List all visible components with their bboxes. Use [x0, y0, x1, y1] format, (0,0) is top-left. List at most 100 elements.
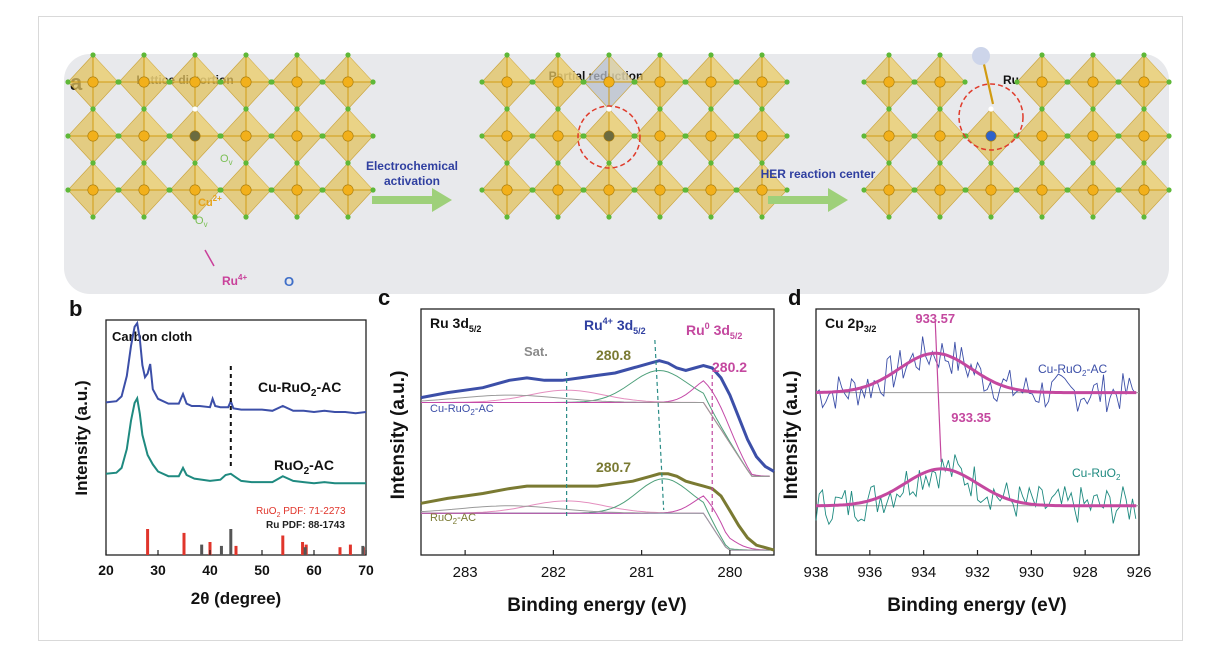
octahedron-face [1093, 55, 1118, 82]
metal-atom [342, 130, 354, 142]
octahedron-face [609, 109, 634, 136]
label-ru4-part: 3d [613, 317, 633, 333]
series-label-cu-ruo2-ac-part: Cu-RuO [258, 379, 311, 395]
label-280-7: 280.7 [596, 459, 631, 475]
xps-component [420, 505, 770, 551]
oxygen-atom [1039, 160, 1045, 166]
octahedron-face [246, 55, 271, 82]
oxygen-atom [861, 79, 867, 85]
octahedron-face [1042, 163, 1067, 190]
metal-atom [1138, 184, 1150, 196]
metal-atom [189, 130, 201, 142]
oxygen-atom [1039, 52, 1045, 58]
x-tick-label: 281 [629, 564, 654, 581]
oxygen-atom [886, 106, 892, 112]
metal-atom [883, 76, 895, 88]
metal-atom [1036, 76, 1048, 88]
oxygen-atom [581, 133, 587, 139]
oxygen-atom [65, 187, 71, 193]
oxygen-atom [581, 79, 587, 85]
oxygen-atom [606, 52, 612, 58]
oxygen-atom [167, 79, 173, 85]
ref-stick-ruo2 [338, 547, 342, 555]
oxygen-atom [606, 214, 612, 220]
oxygen-atom [555, 52, 561, 58]
octahedron-face [144, 109, 169, 136]
metal-atom [189, 184, 201, 196]
panel-d-plot: Cu 2p3/2933.57933.35Cu-RuO2-ACCu-RuO2938… [803, 311, 1151, 581]
xps-component [420, 394, 770, 477]
oxygen-atom [861, 187, 867, 193]
metal-atom [552, 76, 564, 88]
octahedron-face [93, 163, 118, 190]
oxygen-atom [167, 133, 173, 139]
ru-bond [981, 59, 995, 105]
octahedron-face [297, 55, 322, 82]
metal-atom [342, 184, 354, 196]
lattice-structure-2 [479, 52, 790, 220]
oxygen-atom [90, 52, 96, 58]
x-tick-label: 282 [541, 564, 566, 581]
oxygen-atom [320, 79, 326, 85]
octahedron-face [762, 55, 787, 82]
octahedron-face [609, 55, 634, 82]
oxygen-atom [1116, 133, 1122, 139]
oxygen-atom [734, 79, 740, 85]
metal-atom [756, 130, 768, 142]
oxygen-atom [1039, 106, 1045, 112]
octahedron-face [1042, 55, 1067, 82]
series-label-d-cu-ac-part: -AC [1086, 362, 1107, 376]
octahedron-face [711, 55, 736, 82]
octahedron-face [348, 109, 373, 136]
oxygen-atom [937, 106, 943, 112]
oxygen-atom [759, 214, 765, 220]
metal-atom [240, 76, 252, 88]
octahedron-face [558, 109, 583, 136]
octahedron-face [889, 163, 914, 190]
octahedron-face [889, 109, 914, 136]
oxygen-atom [632, 133, 638, 139]
octahedron-face [609, 163, 634, 190]
oxygen-atom [1116, 187, 1122, 193]
oxygen-atom [606, 160, 612, 166]
oxygen-atom [555, 106, 561, 112]
oxygen-atom [116, 187, 122, 193]
ref-label-ru: Ru PDF: 88-1743 [266, 520, 345, 531]
oxygen-atom [116, 133, 122, 139]
oxygen-atom [243, 106, 249, 112]
ref-stick-ruo2 [234, 545, 238, 555]
x-tick-label: 20 [98, 562, 114, 578]
series-label-d-cu-ac-part: Cu-RuO [1038, 362, 1082, 376]
octahedron-face [940, 55, 965, 82]
oxygen-atom [912, 79, 918, 85]
lattice-structure-3 [861, 47, 1172, 220]
oxygen-atom [218, 187, 224, 193]
oxygen-atom [555, 214, 561, 220]
oxygen-atom [886, 52, 892, 58]
x-tick-label: 280 [717, 564, 742, 581]
metal-atom [138, 76, 150, 88]
label-ru0: Ru0 3d5/2 [686, 321, 742, 341]
label-ru4-part: 4+ [603, 316, 613, 326]
octahedron-face [297, 109, 322, 136]
oxygen-atom [1166, 187, 1172, 193]
metal-atom [291, 130, 303, 142]
octahedron-face [1144, 109, 1169, 136]
oxygen-atom [683, 133, 689, 139]
series-label-d-cu-part: 2 [1116, 473, 1121, 482]
oxygen-atom [886, 214, 892, 220]
ref-stick-ru [361, 545, 365, 555]
oxygen-atom [192, 106, 198, 112]
oxygen-atom [530, 187, 536, 193]
octahedron-face [711, 163, 736, 190]
series-label-d-cu-part: Cu-RuO [1072, 466, 1116, 480]
panel-c-xlabel: Binding energy (eV) [507, 595, 686, 616]
oxygen-atom [345, 106, 351, 112]
metal-atom [240, 184, 252, 196]
oxygen-atom [657, 214, 663, 220]
d-raw-line-1 [815, 454, 1137, 526]
oxygen-atom [530, 79, 536, 85]
octahedron-face [144, 55, 169, 82]
peak-shift-line [934, 321, 942, 463]
ov-label-top: Ov [220, 153, 233, 167]
